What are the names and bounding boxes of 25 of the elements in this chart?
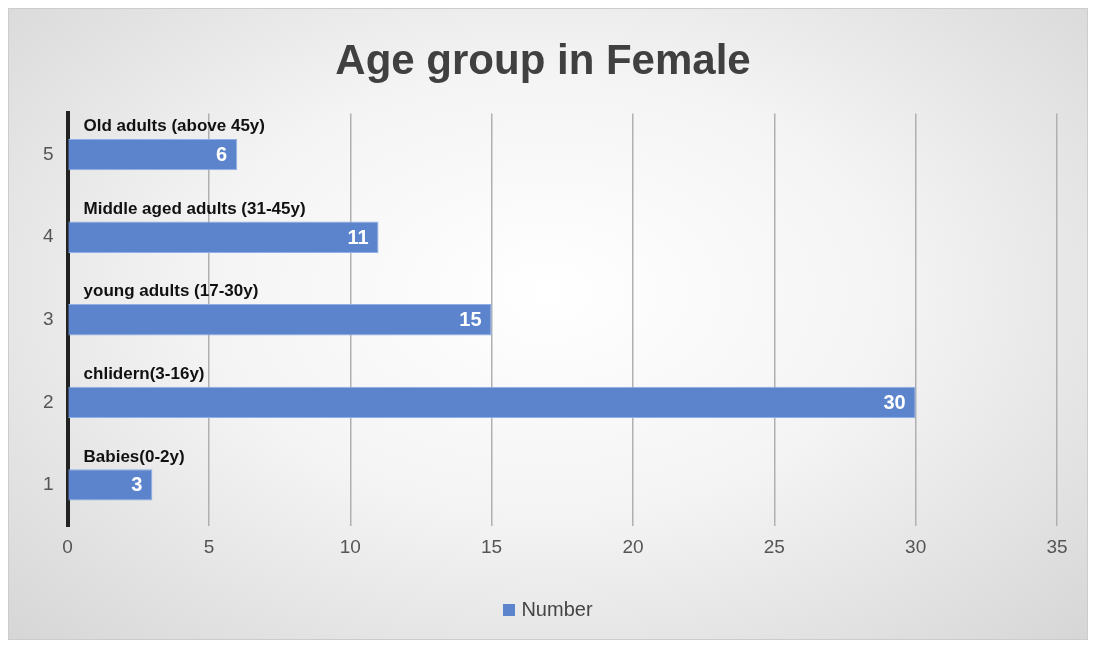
y-tick-label: 3 [42, 308, 54, 330]
data-label: 15 [459, 308, 482, 331]
x-tick-label: 5 [203, 535, 215, 557]
y-tick-label: 4 [42, 225, 54, 247]
annotation: young adults (17-30y) [83, 281, 259, 301]
x-tick-label: 15 [481, 535, 503, 557]
annotation: Babies(0-2y) [83, 446, 185, 466]
legend-label: Number [521, 598, 593, 621]
x-tick-label: 10 [339, 535, 361, 557]
x-tick-label: 25 [763, 535, 785, 557]
annotation: Middle aged adults (31-45y) [83, 198, 306, 218]
x-tick-label: 30 [905, 535, 927, 557]
y-tick-label: 5 [42, 142, 54, 164]
annotation: Old adults (above 45y) [83, 116, 265, 136]
x-tick-label: 0 [62, 535, 73, 557]
data-label: 11 [347, 225, 369, 248]
y-tick-label: 2 [42, 390, 54, 412]
chart-title: Age group in Female [335, 35, 751, 83]
data-label: 3 [131, 473, 143, 496]
x-tick-label: 35 [1046, 535, 1068, 557]
data-label: 30 [883, 390, 906, 413]
annotation: chlidern(3-16y) [83, 364, 205, 384]
data-label: 6 [216, 143, 228, 166]
y-tick-label: 1 [42, 473, 54, 495]
x-tick-label: 20 [622, 535, 644, 557]
